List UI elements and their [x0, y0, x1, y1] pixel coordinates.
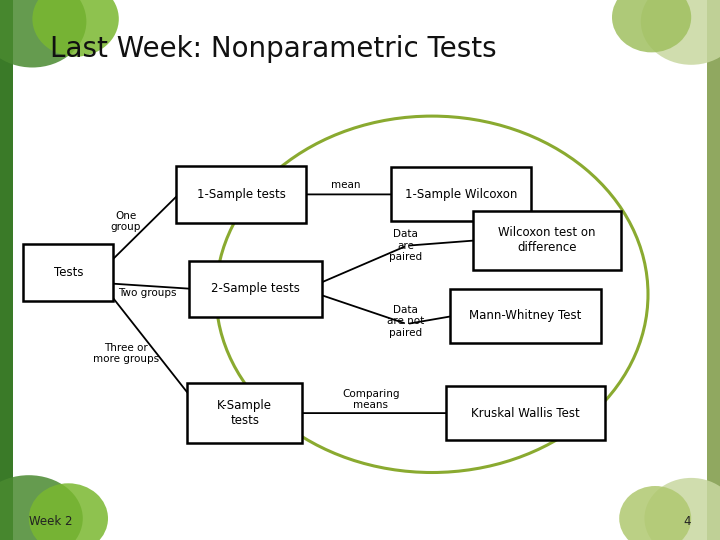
Ellipse shape — [29, 483, 108, 540]
FancyBboxPatch shape — [0, 0, 13, 540]
FancyBboxPatch shape — [446, 386, 605, 440]
Text: 1-Sample tests: 1-Sample tests — [197, 188, 286, 201]
Text: Last Week: Nonparametric Tests: Last Week: Nonparametric Tests — [50, 35, 497, 63]
FancyBboxPatch shape — [187, 383, 302, 443]
Text: Three or
more groups: Three or more groups — [93, 343, 159, 364]
Ellipse shape — [32, 0, 119, 57]
Text: Data
are not
paired: Data are not paired — [387, 305, 424, 338]
Text: Data
are
paired: Data are paired — [389, 229, 422, 262]
Ellipse shape — [641, 0, 720, 65]
FancyBboxPatch shape — [189, 260, 323, 317]
Ellipse shape — [0, 475, 83, 540]
FancyBboxPatch shape — [390, 167, 531, 221]
FancyBboxPatch shape — [23, 244, 114, 301]
Ellipse shape — [644, 478, 720, 540]
Text: 1-Sample Wilcoxon: 1-Sample Wilcoxon — [405, 188, 517, 201]
Text: Mann-Whitney Test: Mann-Whitney Test — [469, 309, 582, 322]
FancyBboxPatch shape — [450, 289, 601, 343]
Text: 2-Sample tests: 2-Sample tests — [211, 282, 300, 295]
Ellipse shape — [0, 0, 86, 68]
Text: Week 2: Week 2 — [29, 515, 72, 528]
Text: Two groups: Two groups — [118, 288, 177, 298]
Text: Tests: Tests — [54, 266, 83, 279]
Text: mean: mean — [331, 180, 360, 190]
Text: Kruskal Wallis Test: Kruskal Wallis Test — [471, 407, 580, 420]
FancyBboxPatch shape — [176, 166, 306, 222]
Text: Wilcoxon test on
difference: Wilcoxon test on difference — [498, 226, 596, 254]
FancyBboxPatch shape — [474, 211, 621, 270]
Text: 4: 4 — [684, 515, 691, 528]
Ellipse shape — [619, 486, 691, 540]
Ellipse shape — [612, 0, 691, 52]
Text: Comparing
means: Comparing means — [342, 389, 400, 410]
FancyBboxPatch shape — [707, 0, 720, 540]
Text: One
group: One group — [111, 211, 141, 232]
Text: K-Sample
tests: K-Sample tests — [217, 399, 272, 427]
